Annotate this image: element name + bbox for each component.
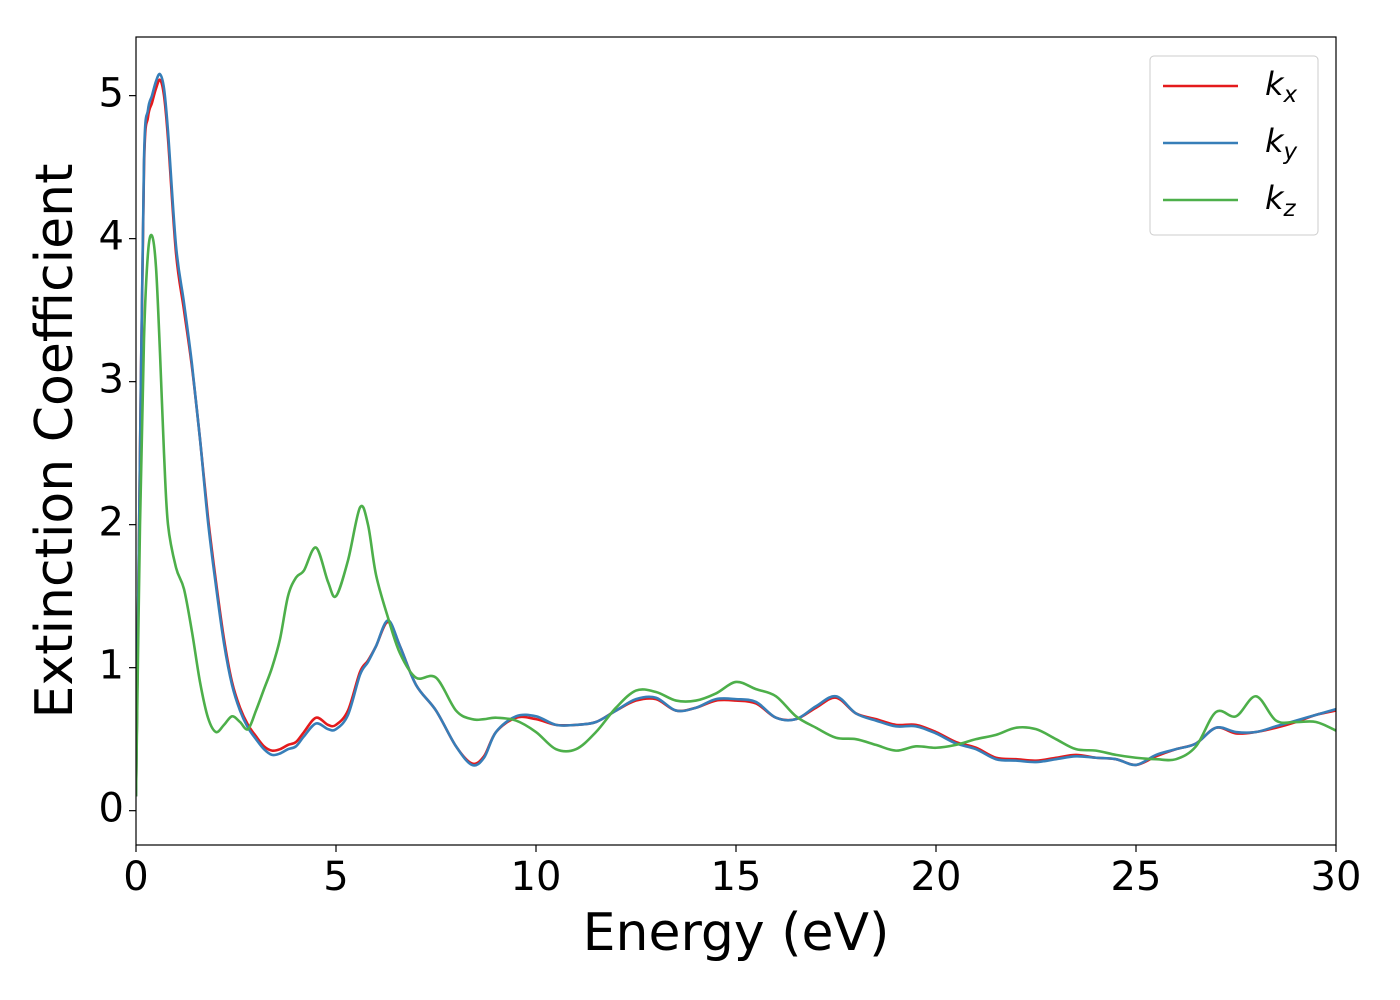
x-tick-label: 25 [1111,854,1162,900]
x-tick-label: 15 [711,854,762,900]
plot-frame [135,36,1337,846]
y-tick-label: 0 [99,786,124,832]
series-line [136,72,1336,797]
x-tick-label: 5 [323,854,348,900]
x-tick-label: 0 [123,854,148,900]
x-axis-label: Energy (eV) [583,903,890,963]
legend-box [1149,55,1319,236]
legend-label: kz [1265,179,1297,222]
y-tick-label: 5 [99,71,124,117]
legend-label: ky [1265,122,1298,165]
x-tick-label: 30 [1311,854,1362,900]
y-tick-label: 1 [99,643,124,689]
series-line [136,233,1336,797]
y-tick-label: 4 [99,214,124,260]
y-axis-label: Extinction Coefficient [25,164,85,719]
x-tick-label: 10 [511,854,562,900]
x-tick-label: 20 [911,854,962,900]
y-tick-label: 2 [99,500,124,546]
y-tick-label: 3 [99,357,124,403]
legend-label: kx [1265,65,1298,108]
